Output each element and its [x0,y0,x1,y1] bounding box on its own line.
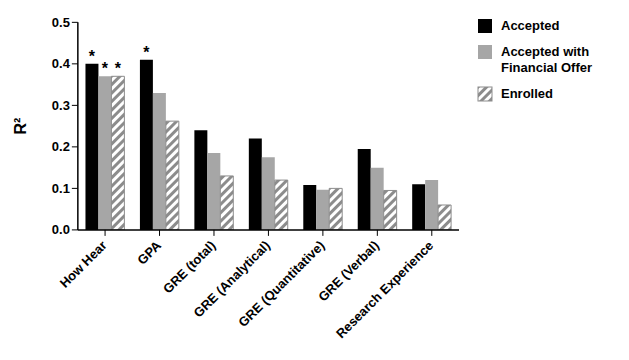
html-text:Accepted: Accepted [501,18,560,33]
svg-text:0.5: 0.5 [52,15,70,30]
svg-text:*: * [89,48,96,65]
svg-text:R²: R² [12,118,29,135]
svg-text:0.2: 0.2 [52,139,70,154]
html-text:Accepted with Financial Offer: Accepted with Financial Offer [501,44,592,75]
svg-text:*: * [115,60,122,77]
svg-text:GRE (Quantitative): GRE (Quantitative) [235,238,327,330]
svg-text:0.4: 0.4 [52,56,71,71]
svg-text:GPA: GPA [134,237,164,267]
svg-text:GRE (total): GRE (total) [160,238,218,296]
svg-text:0.1: 0.1 [52,181,70,196]
svg-text:*: * [102,60,109,77]
svg-text:*: * [143,44,150,61]
svg-text:0.3: 0.3 [52,98,70,113]
svg-text:0.0: 0.0 [52,222,70,237]
svg-text:GRE (Analytical): GRE (Analytical) [190,237,273,321]
html-text:Enrolled: Enrolled [501,86,553,101]
svg-text:How Hear: How Hear [57,238,110,291]
svg-text:Research Experience: Research Experience [333,238,436,341]
svg-text:GRE (Verbal): GRE (Verbal) [315,237,382,305]
